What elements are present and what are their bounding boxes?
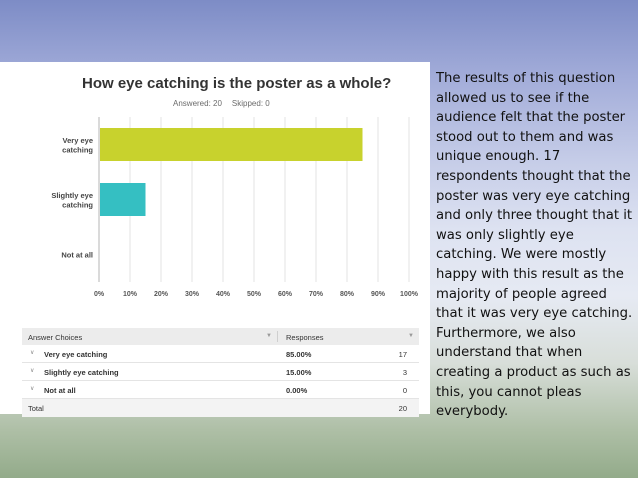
choice-label: Not at all (44, 386, 76, 395)
category-label: Not at all (61, 251, 93, 260)
response-count: 0 (402, 386, 407, 395)
chart-title: How eye catching is the poster as a whol… (82, 75, 392, 92)
x-tick-label: 90% (371, 291, 386, 298)
category-label: catching (62, 200, 93, 209)
x-tick-label: 40% (216, 291, 231, 298)
response-count: 17 (398, 350, 407, 359)
chevron-down-icon[interactable]: ∨ (30, 350, 35, 356)
x-tick-label: 0% (94, 291, 105, 298)
chevron-down-icon[interactable]: ∨ (30, 386, 35, 392)
table-total-row: Total 20 (22, 399, 419, 417)
category-label: catching (62, 145, 93, 154)
survey-panel (0, 62, 430, 414)
x-tick-label: 60% (278, 291, 293, 298)
sort-responses-icon[interactable]: ▼ (408, 333, 414, 339)
sort-answer-choices-icon[interactable]: ▼ (266, 333, 272, 339)
x-tick-label: 50% (247, 291, 262, 298)
table-row[interactable]: ∨ Not at all 0.00% 0 (22, 381, 419, 399)
response-percent: 85.00% (286, 350, 312, 359)
commentary-text: The results of this question allowed us … (436, 71, 633, 420)
category-label: Slightly eye (51, 191, 93, 200)
header-divider (277, 331, 278, 342)
skipped-count: Skipped: 0 (231, 99, 270, 108)
table-header: Answer Choices ▼ Responses ▼ (22, 328, 419, 345)
total-label: Total (28, 404, 44, 413)
answered-count: Answered: 20 (173, 99, 222, 108)
chart-subtitle: Answered: 20 Skipped: 0 (173, 99, 270, 108)
chevron-down-icon[interactable]: ∨ (30, 368, 35, 374)
response-count: 3 (402, 368, 407, 377)
x-tick-label: 20% (154, 291, 169, 298)
x-tick-label: 100% (400, 291, 419, 298)
category-label: Very eye (63, 136, 93, 145)
x-tick-label: 70% (309, 291, 324, 298)
response-percent: 0.00% (286, 386, 308, 395)
choice-label: Slightly eye catching (44, 368, 119, 377)
response-percent: 15.00% (286, 368, 312, 377)
bar (100, 183, 146, 216)
bar-chart: 0% 10% 20% 30% 40% 50% 60% 70% 80% 90% 100% Very ey… (51, 117, 419, 298)
responses-header[interactable]: Responses (286, 333, 324, 342)
total-count: 20 (398, 404, 407, 413)
x-tick-label: 80% (340, 291, 355, 298)
table-row[interactable]: ∨ Slightly eye catching 15.00% 3 (22, 363, 419, 381)
table-row[interactable]: ∨ Very eye catching 85.00% 17 (22, 345, 419, 363)
bar (100, 128, 363, 161)
x-tick-label: 10% (123, 291, 138, 298)
answer-choices-header[interactable]: Answer Choices (28, 333, 83, 342)
x-tick-label: 30% (185, 291, 200, 298)
choice-label: Very eye catching (44, 350, 108, 359)
